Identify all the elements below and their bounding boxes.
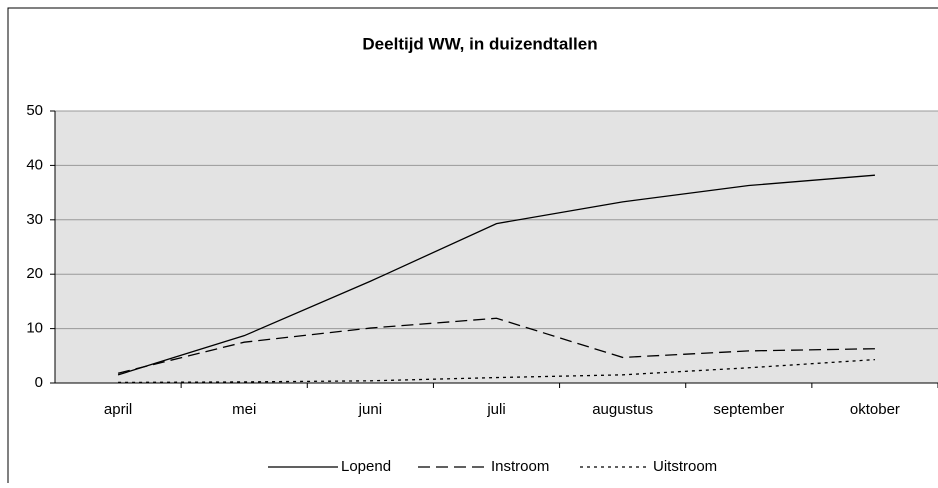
x-tick-label: april: [104, 401, 132, 418]
y-tick-label: 0: [35, 374, 43, 391]
plot-area: [55, 111, 938, 383]
y-tick-label: 50: [26, 102, 43, 119]
y-tick-label: 20: [26, 265, 43, 282]
x-tick-label: juli: [486, 401, 505, 418]
x-tick-label: oktober: [850, 401, 900, 418]
y-tick-label: 30: [26, 211, 43, 228]
series-line: [118, 358, 875, 384]
legend-label: Instroom: [491, 458, 549, 475]
x-tick-label: juni: [358, 401, 382, 418]
series-line: [117, 174, 875, 376]
legend-label: Uitstroom: [653, 458, 717, 475]
series-line: [117, 317, 875, 374]
x-tick-label: september: [713, 401, 784, 418]
legend-label: Lopend: [341, 458, 391, 475]
y-tick-label: 40: [26, 156, 43, 173]
chart-title: Deeltijd WW, in duizendtallen: [362, 34, 597, 53]
x-tick-label: mei: [232, 401, 256, 418]
y-tick-label: 10: [26, 320, 43, 337]
x-tick-label: augustus: [592, 401, 653, 418]
